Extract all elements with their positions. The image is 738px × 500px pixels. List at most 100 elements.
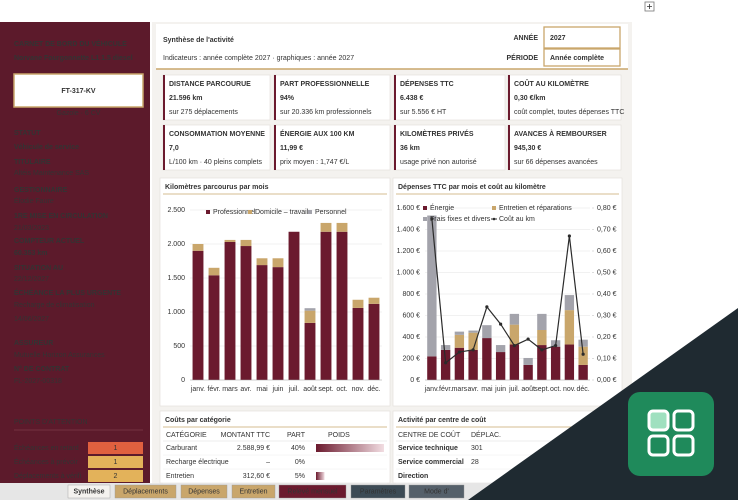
bar	[550, 346, 561, 380]
x-tick-label: déc.	[367, 386, 380, 393]
weight-bar	[316, 472, 325, 480]
field-label: COMPTEUR ACTUEL	[14, 238, 85, 245]
sheet-tab[interactable]	[180, 484, 228, 499]
period-field[interactable]	[543, 48, 621, 67]
table-cell: –	[266, 459, 270, 466]
sheet-tab-label: Mode d'	[424, 488, 449, 495]
bar	[564, 344, 575, 380]
kpi-label: DISTANCE PARCOURUE	[169, 81, 251, 88]
x-tick-label: nov.	[563, 386, 576, 393]
kpi-accent	[274, 75, 276, 120]
kpi-card	[393, 74, 506, 121]
plate-sub: Gazole · 6 CV	[57, 110, 101, 117]
table-cell: 0%	[295, 459, 305, 466]
sheet-tab-label: Dépenses	[188, 488, 220, 495]
plate-box	[13, 73, 144, 108]
field-value: 21/03/2023	[14, 225, 49, 232]
x-tick-label: mars	[222, 386, 238, 393]
y2-tick-label: 0,30 €	[597, 312, 617, 319]
chart-title: Dépenses TTC par mois et coût au kilomèt…	[398, 184, 546, 191]
y-tick-label: 1.200 €	[397, 248, 420, 255]
app-icon-grid	[647, 409, 695, 457]
bar	[208, 267, 220, 276]
x-tick-label: avr.	[467, 386, 478, 393]
kpi-value: 94%	[280, 95, 295, 102]
bar	[336, 222, 348, 232]
field-label: SITUATION AU	[14, 265, 63, 272]
bar	[192, 250, 204, 380]
kpi-label: ÉNERGIE AUX 100 KM	[280, 129, 355, 138]
line-point	[499, 322, 503, 326]
bar	[454, 347, 465, 380]
year-value: 2027	[550, 35, 566, 42]
kpi-sub: sur 5.556 € HT	[400, 109, 447, 116]
y-tick-label: 500	[173, 343, 185, 350]
kpi-card	[393, 124, 506, 171]
sheet-tab[interactable]	[231, 484, 276, 499]
expand-icon	[647, 4, 652, 9]
bar	[440, 349, 451, 380]
legend-label: Énergie	[430, 203, 454, 212]
kpi-accent	[508, 75, 510, 120]
table-header: DÉPLAC.	[471, 430, 501, 439]
bar	[578, 364, 588, 380]
line-point	[554, 344, 558, 348]
x-tick-label: avr.	[240, 386, 251, 393]
x-tick-label: févr.	[439, 386, 452, 393]
line-point	[457, 350, 461, 354]
sheet-tab-label: Paramètres	[360, 488, 397, 495]
sheet-tab-label: Relevé mensuel	[287, 488, 338, 495]
line-point	[485, 305, 489, 309]
bar	[440, 345, 451, 350]
bar	[495, 352, 506, 380]
y-tick-label: 800 €	[402, 291, 420, 298]
kpi-label: KILOMÈTRES PRIVÉS	[400, 129, 474, 138]
attention-label: Échéances à prévoir	[14, 457, 78, 466]
sheet-tab[interactable]	[67, 484, 111, 499]
period-value: Année complète	[550, 55, 604, 62]
legend-label: Professionnel	[213, 209, 256, 216]
x-tick-label: mai	[256, 386, 268, 393]
sheet-tab-label: Entretien	[239, 488, 267, 495]
bar	[468, 349, 478, 380]
field-label: TITULAIRE	[14, 159, 51, 166]
table-header: MONTANT TTC	[221, 432, 270, 439]
sheet-tab[interactable]	[408, 484, 465, 499]
plate: FT-317-KV	[61, 88, 96, 95]
table-title: Coûts par catégorie	[165, 417, 231, 424]
bar	[224, 239, 236, 242]
bar	[454, 334, 465, 348]
field-value: 22/12/2027	[14, 276, 49, 283]
attention-count: 1	[114, 445, 118, 452]
bar	[454, 331, 465, 335]
y-tick-label: 1.000	[167, 309, 185, 316]
field-label: ASSUREUR	[14, 340, 53, 347]
bar	[368, 303, 380, 380]
app-icon[interactable]	[628, 392, 714, 476]
kpi-sub: sur 66 dépenses avancées	[514, 159, 598, 166]
table-header: CATÉGORIE	[166, 430, 207, 439]
sheet-tab[interactable]	[278, 484, 347, 499]
year-field[interactable]	[543, 26, 621, 49]
sheet-tab[interactable]	[350, 484, 406, 499]
y-tick-label: 400 €	[402, 334, 420, 341]
bar	[240, 239, 252, 247]
legend-swatch-dot	[492, 217, 496, 221]
bar	[336, 231, 348, 380]
table-cell: 312,60 €	[243, 473, 270, 480]
kpi-card	[507, 124, 622, 171]
field-value: 60.353 km	[14, 250, 47, 257]
kpi-accent	[508, 125, 510, 170]
y2-tick-label: 0,40 €	[597, 291, 617, 298]
kpi-sub: usage privé non autorisé	[400, 159, 477, 166]
table-header: CENTRE DE COÛT	[398, 430, 461, 439]
table-cell: Carburant	[166, 445, 197, 452]
legend-swatch	[248, 210, 252, 214]
table-cell: Direction	[398, 473, 428, 480]
bar	[468, 330, 478, 333]
year-label: ANNÉE	[513, 33, 538, 42]
table-header: POIDS	[328, 432, 350, 439]
sheet-tab[interactable]	[114, 484, 177, 499]
table-cell: 5%	[295, 473, 305, 480]
